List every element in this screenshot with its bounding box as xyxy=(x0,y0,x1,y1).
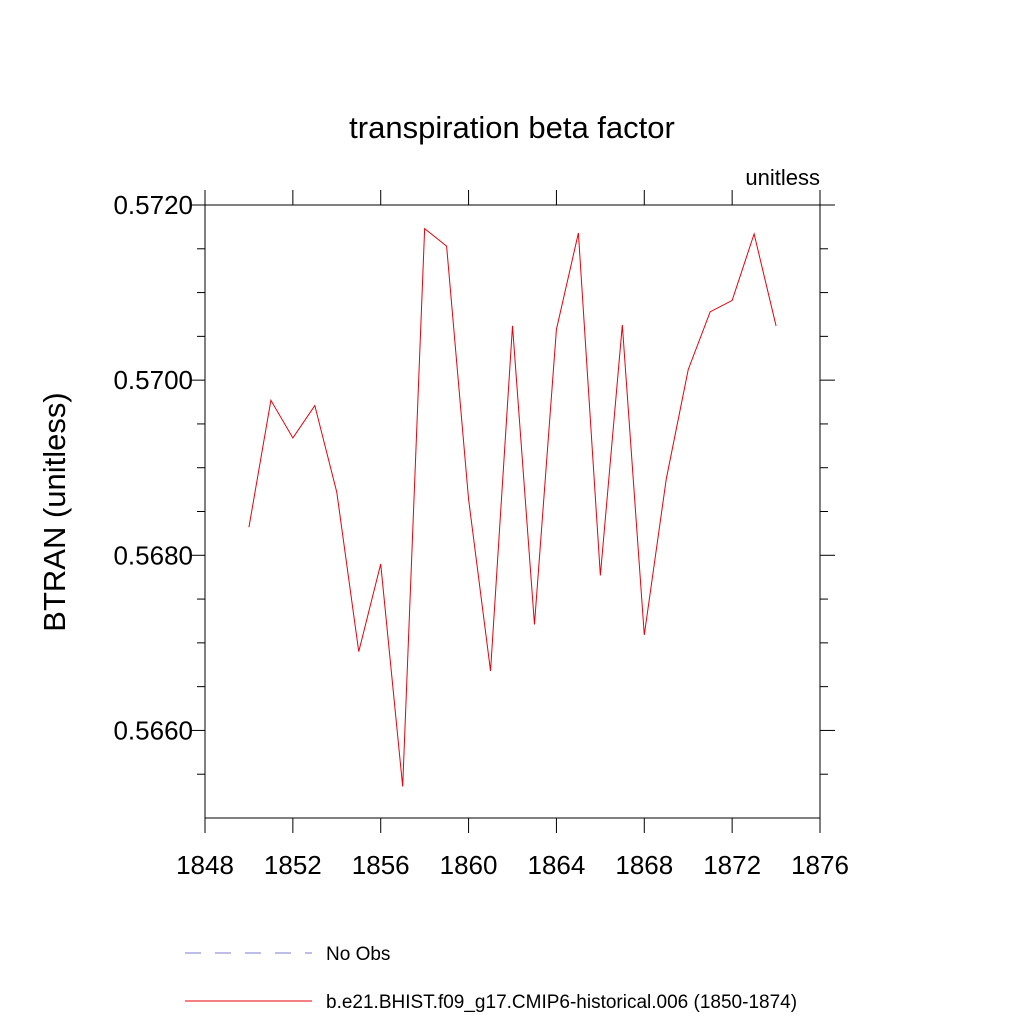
y-tick-label: 0.5700 xyxy=(113,365,193,395)
y-axis-label: BTRAN (unitless) xyxy=(37,392,72,631)
x-tick-label: 1852 xyxy=(264,850,322,880)
x-tick-label: 1860 xyxy=(440,850,498,880)
plot-frame xyxy=(204,204,821,819)
chart-title: transpiration beta factor xyxy=(349,110,675,145)
x-tick-label: 1864 xyxy=(528,850,586,880)
subtitle: unitless xyxy=(745,165,820,190)
data-line xyxy=(248,227,777,787)
x-tick-label: 1868 xyxy=(615,850,673,880)
x-tick-label: 1848 xyxy=(176,850,234,880)
y-tick-label: 0.5660 xyxy=(113,715,193,745)
x-tick-label: 1872 xyxy=(703,850,761,880)
y-tick-label: 0.5680 xyxy=(113,540,193,570)
x-tick-label: 1856 xyxy=(352,850,410,880)
y-tick-label: 0.5720 xyxy=(113,190,193,220)
legend-label: No Obs xyxy=(326,944,390,965)
legend-label: b.e21.BHIST.f09_g17.CMIP6-historical.006… xyxy=(326,992,797,1013)
x-tick-label: 1876 xyxy=(791,850,849,880)
